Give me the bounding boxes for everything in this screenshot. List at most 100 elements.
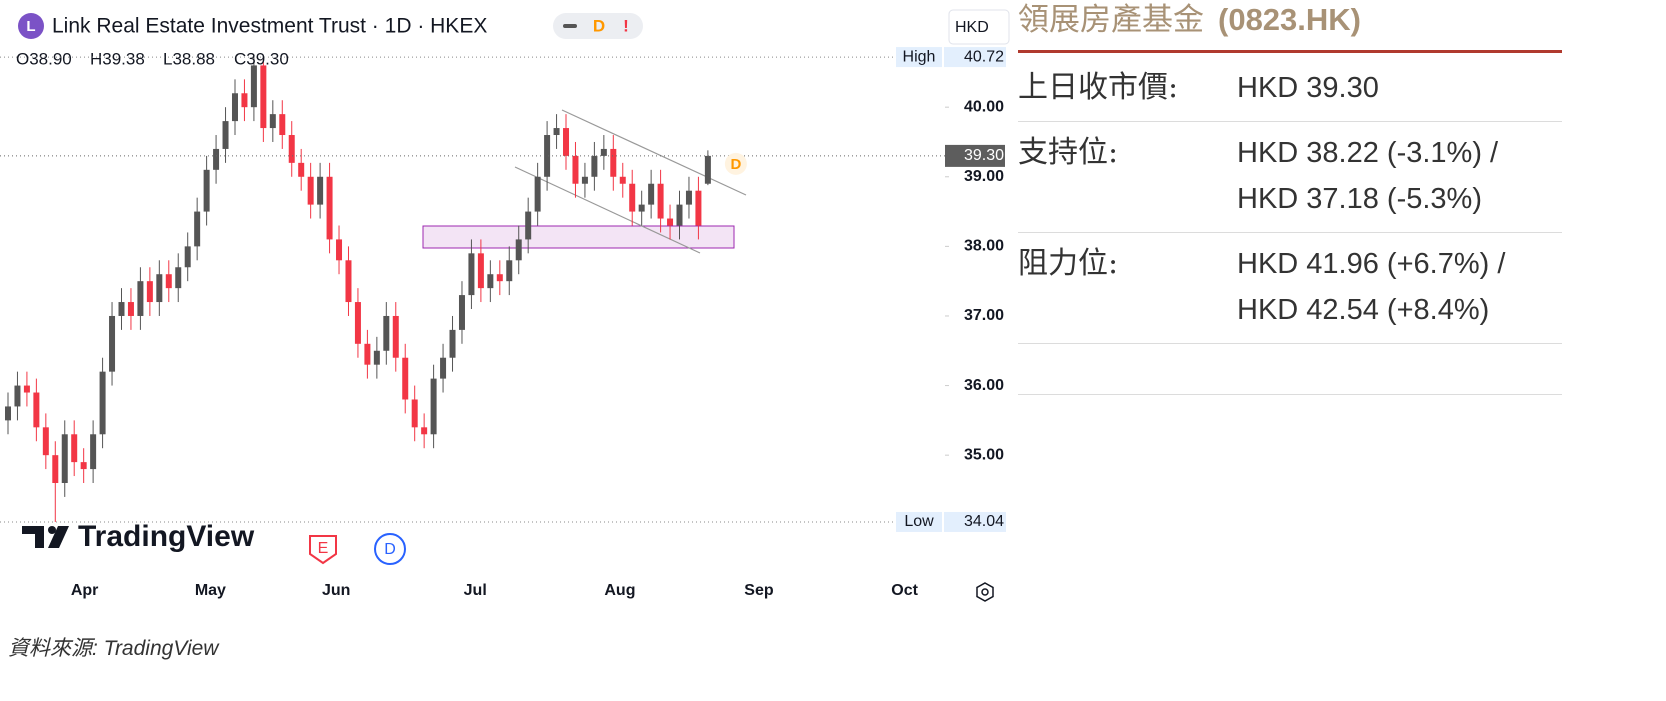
x-tick-label: Apr (71, 582, 99, 599)
candle-body (591, 155, 598, 177)
candle-body (118, 302, 125, 316)
candle-body (42, 427, 49, 456)
candle-body (279, 114, 286, 136)
candle-body (610, 148, 617, 177)
row-value: HKD 39.30 (1237, 72, 1379, 104)
candle-body (203, 169, 210, 212)
settings-icon-dot[interactable] (981, 588, 989, 596)
row-value: HKD 37.18 (-5.3%) (1237, 183, 1482, 215)
candle-body (629, 183, 636, 212)
candle-body (354, 302, 361, 344)
candle-body (383, 315, 390, 351)
candle-body (449, 329, 456, 358)
candle-body (440, 357, 447, 379)
info-row: 支持位: HKD 38.22 (-3.1%) / HKD 37.18 (-5.3%) (1018, 122, 1562, 233)
chart: L Link Real Estate Investment Trust · 1D… (0, 9, 1010, 602)
candle-body (468, 253, 475, 296)
candle-body (496, 274, 503, 282)
x-tick-label: Sep (744, 582, 774, 599)
candle-body (241, 93, 248, 108)
ohlc: O38.90 (16, 49, 72, 68)
row-label: 上日收市價: (1018, 70, 1179, 105)
candle-body (695, 190, 702, 226)
candle-body (345, 260, 352, 303)
symbol-icon (18, 13, 44, 39)
row-spacer (1018, 344, 1562, 395)
currency[interactable]: HKD (955, 19, 989, 36)
candle-body (213, 148, 220, 170)
marker-name: Low (904, 513, 934, 530)
candle-body (184, 246, 191, 268)
row-value: HKD 41.96 (+6.7%) / (1237, 248, 1506, 280)
candle-body (5, 406, 11, 421)
candle-body (619, 176, 626, 184)
event-label[interactable]: E (318, 540, 329, 557)
candle-body (563, 128, 570, 156)
symbol-icon-letter: L (26, 18, 35, 35)
info-row: 上日收市價: HKD 39.30 (1018, 53, 1562, 122)
ohlc: H39.38 (90, 49, 145, 68)
marker-value-box (944, 47, 1006, 68)
candles (5, 57, 711, 522)
x-tick-label: May (195, 582, 226, 599)
candle-body (581, 176, 588, 184)
candle-body (685, 190, 692, 205)
candle-body (127, 302, 134, 316)
candle-body (572, 155, 579, 184)
candle-body (23, 385, 30, 393)
candle-body (61, 434, 68, 484)
dividend-marker-label: D (730, 156, 741, 173)
badge: ! (623, 16, 629, 35)
chart-title: Link Real Estate Investment Trust · 1D ·… (52, 15, 487, 38)
currency-button[interactable] (948, 9, 1010, 45)
candle-body (307, 176, 314, 205)
row-value: HKD 38.22 (-3.1%) / (1237, 137, 1499, 169)
event-label[interactable]: D (384, 541, 396, 558)
y-tick-label: 35.00 (964, 446, 1004, 463)
candle-body (260, 65, 267, 129)
candle-body (458, 295, 465, 330)
candle-body (373, 350, 380, 365)
watermark-logo (22, 526, 69, 548)
candle-body (288, 135, 295, 163)
ohlc: L38.88 (163, 49, 215, 68)
row-values: HKD 41.96 (+6.7%) / HKD 42.54 (+8.4%) (1237, 241, 1505, 333)
candle-body (336, 239, 343, 261)
candle-body (14, 385, 21, 407)
marker-value-box (944, 511, 1006, 532)
candle-body (421, 427, 428, 435)
candle-body (477, 253, 484, 289)
row-label: 阻力位: (1018, 246, 1119, 281)
candle-body (430, 378, 437, 435)
candle-body (99, 371, 106, 435)
x-tick-label: Jul (464, 582, 487, 599)
source: 資料來源: TradingView (8, 637, 219, 660)
candle-body (638, 204, 645, 212)
y-tick-label: 37.00 (964, 307, 1004, 324)
event-icon[interactable] (309, 535, 337, 565)
candle-body (298, 162, 305, 177)
settings-icon[interactable] (976, 582, 994, 602)
candle-body (71, 434, 78, 463)
channel-upper (561, 109, 747, 196)
marker-name-box (896, 511, 942, 532)
ohlc: C39.30 (234, 49, 289, 68)
marker-value: 34.04 (964, 513, 1004, 530)
candle-body (317, 176, 324, 205)
x-tick-label: Jun (322, 582, 350, 599)
info-panel: 領展房產基金 (0823.HK) 上日收市價: HKD 39.30 支持位: HKD … (1018, 0, 1562, 395)
candle-body (269, 114, 276, 129)
candle-body (600, 148, 607, 156)
row-values: HKD 39.30 (1237, 65, 1379, 111)
candle-body (704, 155, 711, 184)
dividend-marker (724, 152, 747, 175)
last-price-label: 39.30 (964, 147, 1004, 164)
event-icon[interactable] (374, 533, 406, 565)
y-tick-label: 39.00 (964, 168, 1004, 185)
candle-body (553, 128, 560, 136)
marker-name: High (903, 48, 936, 65)
marker-value: 40.72 (964, 48, 1004, 65)
candle-body (515, 239, 522, 261)
row-value: HKD 42.54 (+8.4%) (1237, 294, 1490, 326)
